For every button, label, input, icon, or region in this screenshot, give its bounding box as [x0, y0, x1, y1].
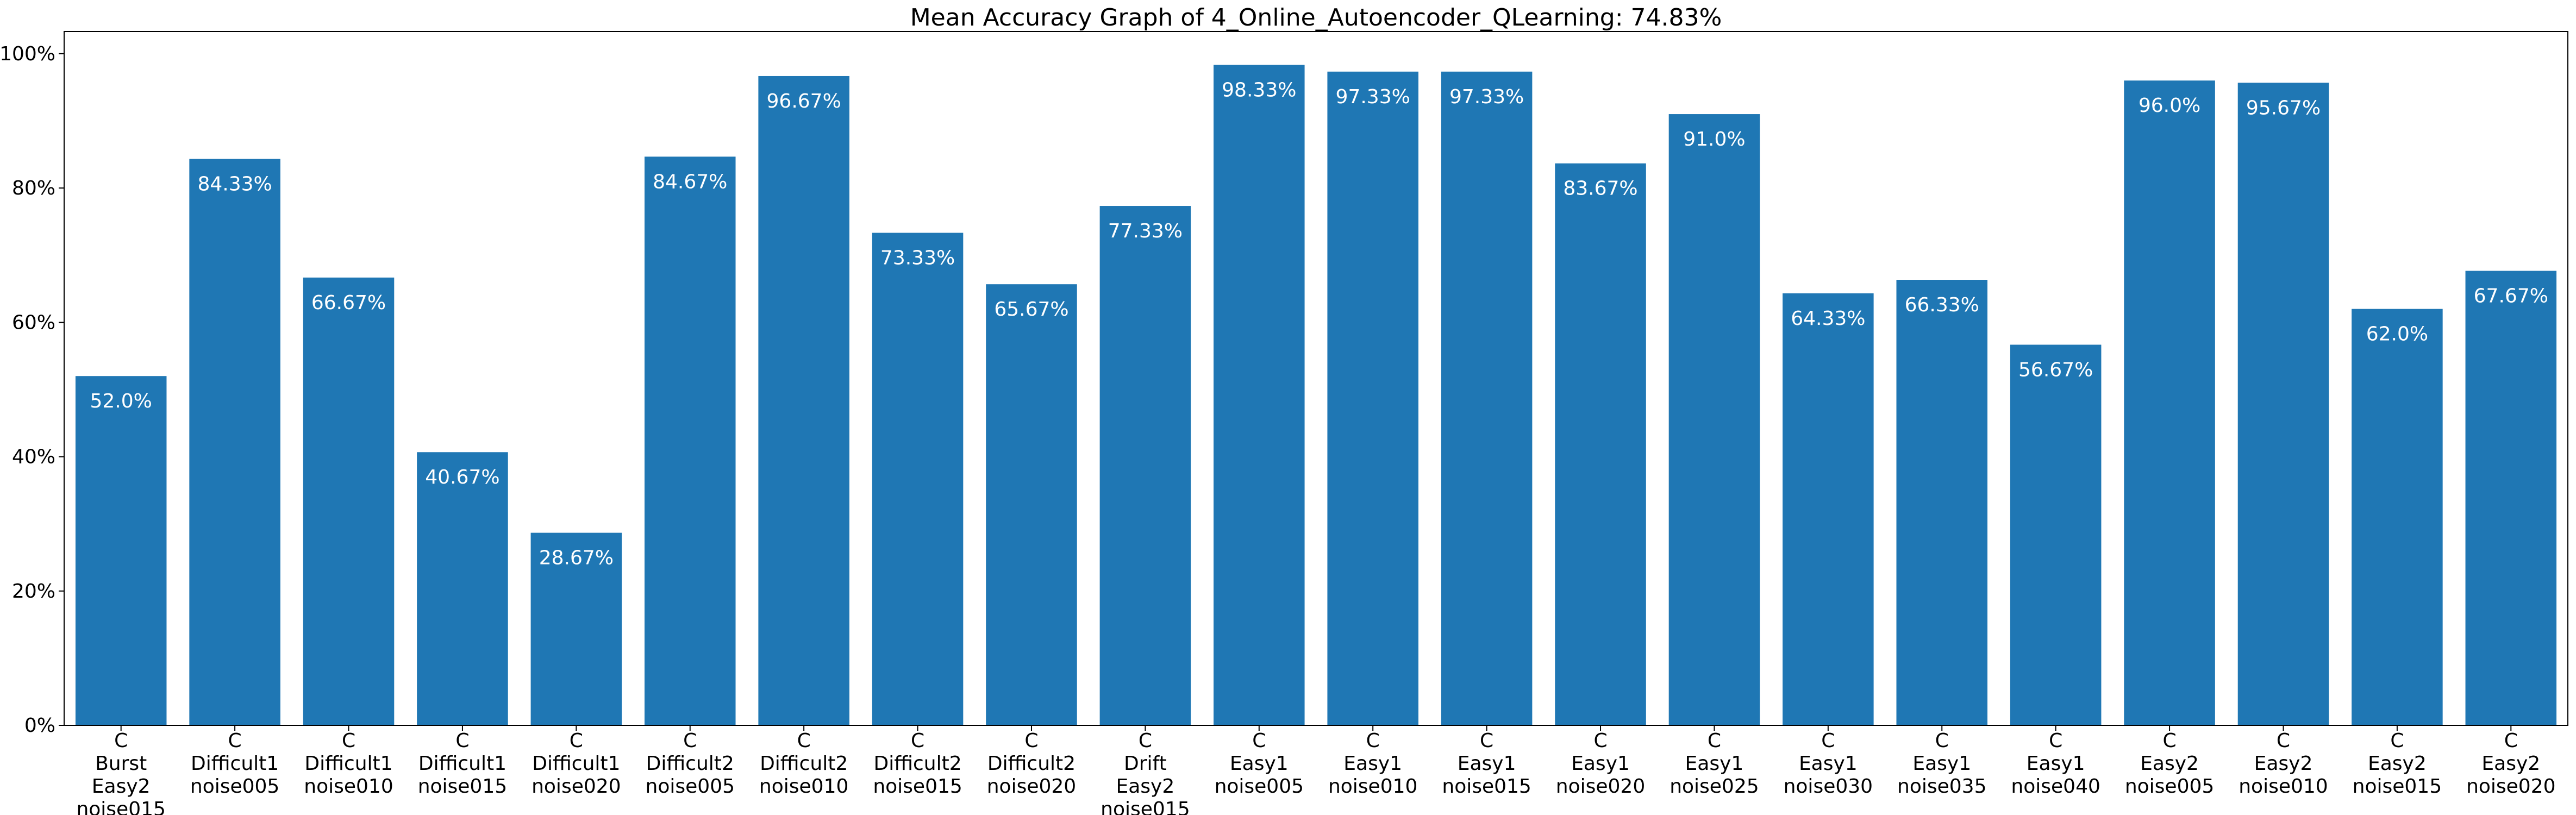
bar: [1214, 65, 1305, 726]
x-tick-label: C Easy1 noise025: [1670, 730, 1759, 798]
data-label: 95.67%: [2246, 97, 2321, 119]
bar: [1327, 71, 1418, 725]
bar: [2237, 83, 2329, 725]
x-tick-label: C Easy2 noise015: [2353, 730, 2442, 798]
bar: [189, 159, 280, 725]
x-tick-label: C Drift Easy2 noise015: [1101, 730, 1190, 815]
x-tick-label: C Easy1 noise010: [1328, 730, 1417, 798]
bar: [1896, 280, 1988, 725]
plot-frame: [64, 31, 2568, 726]
x-tick-label: C Difficult1 noise005: [190, 730, 279, 798]
bar: [644, 156, 736, 725]
data-label: 84.67%: [653, 171, 727, 193]
data-label: 67.67%: [2474, 285, 2548, 307]
data-label: 52.0%: [90, 390, 152, 412]
y-tick-label: 60%: [12, 311, 55, 334]
data-label: 66.67%: [311, 292, 386, 314]
bar: [530, 532, 622, 725]
bar: [2124, 80, 2215, 726]
x-tick-label: C Difficult1 noise020: [532, 730, 621, 798]
y-tick-label: 0%: [24, 714, 55, 737]
bar: [1783, 293, 1874, 725]
data-label: 97.33%: [1449, 86, 1524, 108]
x-tick-label: C Easy1 noise035: [1897, 730, 1986, 798]
data-label: 73.33%: [880, 247, 955, 269]
bar: [1555, 163, 1646, 725]
x-tick-label: C Difficult1 noise010: [304, 730, 393, 798]
bar: [986, 284, 1077, 725]
x-tick-label: C Easy2 noise005: [2125, 730, 2214, 798]
data-label: 84.33%: [197, 173, 272, 196]
data-label: 64.33%: [1791, 308, 1865, 330]
data-label: 91.0%: [1683, 128, 1745, 151]
y-tick-label: 40%: [12, 446, 55, 468]
bar: [2352, 309, 2443, 725]
bar: [1668, 114, 1760, 725]
y-tick-label: 80%: [12, 177, 55, 199]
y-tick-label: 100%: [0, 43, 55, 65]
data-label: 77.33%: [1108, 220, 1183, 242]
x-axis: C Burst Easy2 noise015 C Difficult1 noise005 C D…: [76, 725, 2556, 815]
x-tick-label: C Easy1 noise015: [1442, 730, 1531, 798]
bar: [2465, 271, 2557, 726]
data-label: 28.67%: [539, 547, 614, 569]
bars-layer: [75, 65, 2557, 726]
data-label: 83.67%: [1563, 178, 1637, 200]
x-tick-label: C Difficult2 noise015: [873, 730, 962, 798]
x-tick-label: C Difficult1 noise015: [418, 730, 507, 798]
x-tick-label: C Easy2 noise020: [2466, 730, 2555, 798]
x-tick-label: C Easy1 noise005: [1215, 730, 1304, 798]
bar: [2010, 344, 2102, 725]
data-label: 96.67%: [767, 90, 841, 112]
bar: [1099, 206, 1191, 725]
y-tick-label: 20%: [12, 580, 55, 603]
x-tick-label: C Easy1 noise020: [1556, 730, 1645, 798]
x-tick-label: C Easy1 noise030: [1784, 730, 1873, 798]
x-tick-label: C Easy2 noise010: [2239, 730, 2328, 798]
data-label: 56.67%: [2018, 359, 2093, 381]
x-tick-label: C Difficult2 noise005: [646, 730, 735, 798]
data-label: 98.33%: [1222, 79, 1296, 101]
x-tick-label: C Burst Easy2 noise015: [76, 730, 165, 815]
x-tick-label: C Difficult2 noise020: [987, 730, 1076, 798]
bar: [75, 376, 167, 725]
data-label: 62.0%: [2366, 323, 2428, 346]
x-tick-label: C Easy1 noise040: [2011, 730, 2100, 798]
x-tick-label: C Difficult2 noise010: [759, 730, 848, 798]
data-labels-layer: 52.0% 84.33% 66.67% 40.67% 28.67% 84.67% 96.67…: [90, 79, 2548, 569]
data-label: 40.67%: [425, 466, 499, 488]
y-axis: 0% 20% 40% 60% 80% 100%: [0, 43, 64, 737]
data-label: 97.33%: [1336, 86, 1410, 108]
bar: [303, 277, 395, 725]
bar: [417, 452, 508, 725]
data-label: 65.67%: [994, 298, 1068, 321]
bar: [872, 233, 964, 725]
data-label: 96.0%: [2139, 95, 2200, 117]
bar: [1441, 71, 1533, 725]
chart-title: Mean Accuracy Graph of 4_Online_Autoenco…: [910, 4, 1722, 32]
bar: [758, 76, 849, 726]
data-label: 66.33%: [1905, 294, 1979, 316]
